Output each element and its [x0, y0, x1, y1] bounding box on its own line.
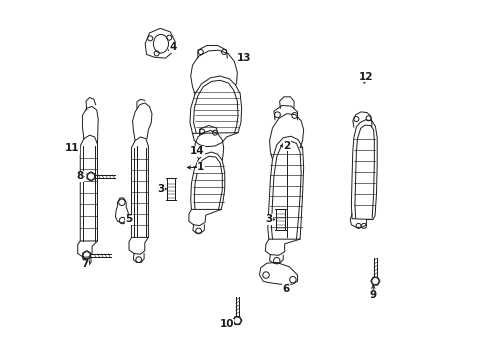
Text: 3: 3	[157, 184, 164, 194]
Text: 10: 10	[219, 319, 233, 329]
Text: 7: 7	[81, 259, 88, 269]
Text: 11: 11	[65, 143, 80, 153]
Text: 13: 13	[237, 53, 251, 63]
Text: 6: 6	[282, 284, 289, 294]
Text: 9: 9	[368, 291, 376, 301]
Text: 5: 5	[125, 215, 132, 224]
Text: 2: 2	[283, 141, 290, 151]
Text: 1: 1	[197, 162, 204, 172]
Text: 3: 3	[264, 215, 272, 224]
Text: 12: 12	[359, 72, 373, 82]
Text: 8: 8	[76, 171, 83, 181]
Text: 14: 14	[189, 146, 204, 156]
Text: 4: 4	[169, 42, 176, 52]
